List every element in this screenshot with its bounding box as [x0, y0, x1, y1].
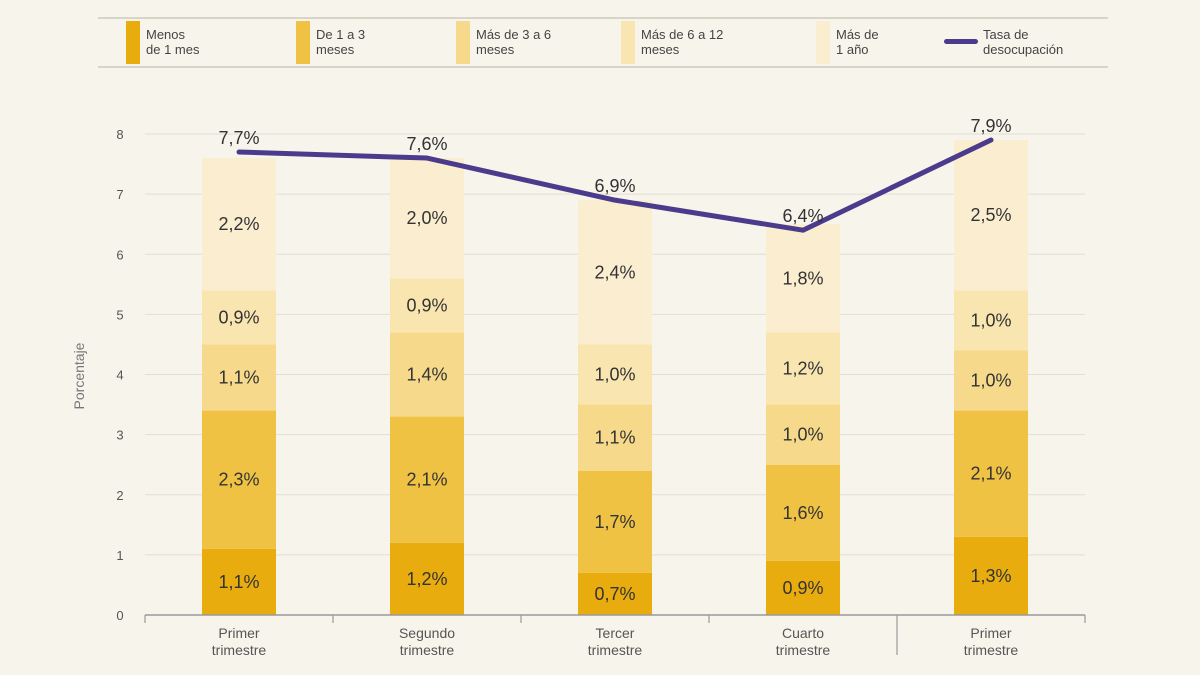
- bar-segment: [578, 470, 652, 573]
- legend-item: Más de 6 a 12 meses: [593, 19, 788, 66]
- bar-segment: [578, 200, 652, 345]
- bar-segment: [202, 548, 276, 615]
- x-category-label: trimestre: [776, 642, 831, 658]
- y-tick-label: 0: [116, 608, 123, 623]
- segment-label: 1,4%: [406, 365, 447, 385]
- bar-segment: [390, 416, 464, 543]
- segment-label: 1,1%: [218, 368, 259, 388]
- segment-label: 1,2%: [406, 569, 447, 589]
- segment-label: 0,7%: [594, 584, 635, 604]
- bar-segment: [202, 344, 276, 411]
- bar-segment: [390, 542, 464, 615]
- x-category-label: trimestre: [588, 642, 643, 658]
- x-category-label: trimestre: [212, 642, 267, 658]
- y-tick-label: 5: [116, 307, 123, 322]
- unemployment-rate-label: 6,4%: [782, 206, 823, 226]
- unemployment-rate-line: [236, 137, 994, 233]
- segment-label: 1,2%: [782, 358, 823, 378]
- segment-label: 2,4%: [594, 262, 635, 282]
- segment-label: 2,3%: [218, 470, 259, 490]
- bar-segment: [390, 158, 464, 279]
- segment-label: 1,7%: [594, 512, 635, 532]
- bar-segment: [954, 290, 1028, 351]
- legend-item: Más de 1 año: [788, 19, 938, 66]
- y-axis-title: Porcentaje: [71, 342, 87, 409]
- x-category-label: Tercer: [596, 625, 635, 641]
- legend-label: Más de 3 a 6 meses: [476, 27, 552, 57]
- bar-segment: [766, 560, 840, 615]
- legend-label: Más de 6 a 12 meses: [641, 27, 724, 57]
- bar-segment: [578, 344, 652, 405]
- segment-label: 1,0%: [782, 425, 823, 445]
- segment-label: 2,5%: [970, 205, 1011, 225]
- legend-item: Menos de 1 mes: [98, 19, 268, 66]
- y-tick-label: 1: [116, 548, 123, 563]
- segment-label: 0,9%: [218, 307, 259, 327]
- bar-segment: [390, 332, 464, 417]
- segment-label: 2,1%: [970, 464, 1011, 484]
- bar-segment: [766, 332, 840, 405]
- bar-segment: [202, 410, 276, 549]
- bar-segment: [578, 404, 652, 471]
- segment-label: 1,1%: [218, 572, 259, 592]
- bar-segment: [954, 536, 1028, 615]
- unemployment-rate-label: 7,7%: [218, 128, 259, 148]
- legend-label: Tasa de desocupación: [983, 27, 1064, 57]
- bar-segment: [202, 158, 276, 291]
- segment-label: 1,0%: [970, 310, 1011, 330]
- bar-segment: [578, 572, 652, 615]
- y-tick-label: 2: [116, 488, 123, 503]
- bar-segment: [954, 410, 1028, 537]
- legend-swatch: [456, 21, 470, 64]
- y-tick-label: 6: [116, 247, 123, 262]
- bar-segment: [766, 464, 840, 561]
- x-category-label: Primer: [218, 625, 260, 641]
- segment-label: 1,8%: [782, 268, 823, 288]
- bar-segment: [390, 278, 464, 333]
- x-category-label: Segundo: [399, 625, 455, 641]
- legend-swatch: [816, 21, 830, 64]
- legend-swatch: [126, 21, 140, 64]
- legend-label: Más de 1 año: [836, 27, 879, 57]
- chart-legend: Menos de 1 mes De 1 a 3 meses Más de 3 a 6 me…: [98, 17, 1108, 68]
- y-tick-label: 3: [116, 428, 123, 443]
- segment-label: 1,6%: [782, 503, 823, 523]
- unemployment-rate-label: 7,9%: [970, 116, 1011, 136]
- segment-label: 0,9%: [782, 578, 823, 598]
- bar-segment: [766, 404, 840, 465]
- x-category-label: Cuarto: [782, 625, 824, 641]
- legend-label: De 1 a 3 meses: [316, 27, 366, 57]
- segment-label: 1,0%: [594, 365, 635, 385]
- segment-label: 2,0%: [406, 208, 447, 228]
- x-category-label: trimestre: [964, 642, 1019, 658]
- segment-label: 2,1%: [406, 470, 447, 490]
- bar-segment: [954, 140, 1028, 291]
- legend-item: De 1 a 3 meses: [268, 19, 428, 66]
- legend-label: Menos de 1 mes: [146, 27, 200, 57]
- bar-segment: [954, 350, 1028, 411]
- x-category-label: trimestre: [400, 642, 455, 658]
- bar-segment: [766, 224, 840, 333]
- x-category-label: Primer: [970, 625, 1012, 641]
- segment-label: 2,2%: [218, 214, 259, 234]
- unemployment-rate-label: 6,9%: [594, 176, 635, 196]
- legend-line-swatch: [944, 39, 978, 44]
- legend-swatch: [621, 21, 635, 64]
- bar-segment: [202, 290, 276, 345]
- legend-item: Más de 3 a 6 meses: [428, 19, 593, 66]
- y-tick-label: 7: [116, 187, 123, 202]
- segment-label: 1,0%: [970, 371, 1011, 391]
- y-tick-label: 8: [116, 127, 123, 142]
- segment-label: 0,9%: [406, 295, 447, 315]
- segment-label: 1,3%: [970, 566, 1011, 586]
- legend-swatch: [296, 21, 310, 64]
- segment-label: 1,1%: [594, 428, 635, 448]
- y-tick-label: 4: [116, 368, 123, 383]
- unemployment-rate-label: 7,6%: [406, 134, 447, 154]
